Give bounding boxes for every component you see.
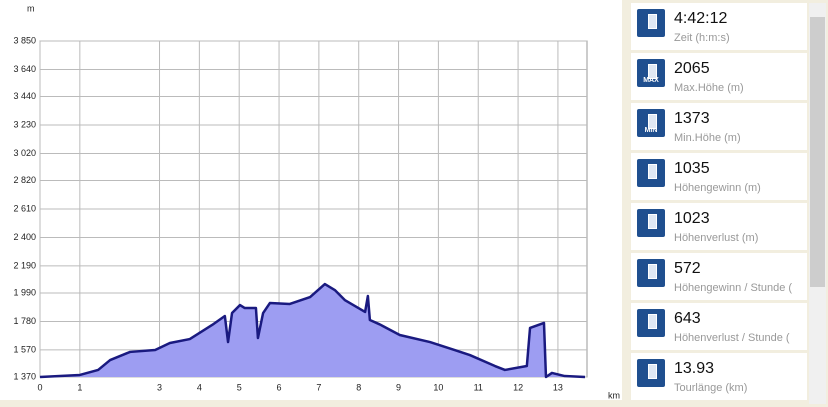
stat-value: 643 bbox=[674, 310, 701, 327]
x-tick-label: 0 bbox=[37, 382, 42, 392]
y-tick-label: 3 230 bbox=[13, 119, 36, 129]
stat-value: 4:42:12 bbox=[674, 10, 728, 27]
stat-icon bbox=[637, 209, 665, 237]
stat-label: Höhengewinn / Stunde ( bbox=[674, 282, 793, 294]
stat-item: 4:42:12 Zeit (h:m:s) bbox=[631, 3, 807, 50]
stat-value: 1023 bbox=[674, 210, 710, 227]
stat-label: Höhenverlust / Stunde ( bbox=[674, 332, 790, 344]
x-tick-label: 9 bbox=[396, 382, 401, 392]
x-tick-label: 10 bbox=[433, 382, 443, 392]
x-tick-label: 8 bbox=[356, 382, 361, 392]
y-tick-label: 2 190 bbox=[13, 260, 36, 270]
x-tick-label: 1 bbox=[77, 382, 82, 392]
stat-label: Höhengewinn (m) bbox=[674, 182, 761, 194]
stat-icon: MAX bbox=[637, 59, 665, 87]
stat-item: MAX 2065 Max.Höhe (m) bbox=[631, 53, 807, 100]
x-unit: km bbox=[608, 390, 620, 400]
x-tick-label: 13 bbox=[553, 382, 563, 392]
stat-label: Max.Höhe (m) bbox=[674, 82, 744, 94]
y-tick-label: 1 780 bbox=[13, 316, 36, 326]
stat-item: 1023 Höhenverlust (m) bbox=[631, 203, 807, 250]
stat-icon bbox=[637, 9, 665, 37]
stat-label: Tourlänge (km) bbox=[674, 382, 748, 394]
x-tick-label: 4 bbox=[197, 382, 202, 392]
stat-value: 1035 bbox=[674, 160, 710, 177]
y-tick-label: 2 610 bbox=[13, 203, 36, 213]
stat-item: 13.93 Tourlänge (km) bbox=[631, 353, 807, 400]
elevation-line bbox=[39, 282, 586, 379]
y-tick-label: 3 640 bbox=[13, 64, 36, 74]
y-tick-label: 3 850 bbox=[13, 35, 36, 45]
stat-value: 2065 bbox=[674, 60, 710, 77]
stat-icon bbox=[637, 159, 665, 187]
y-tick-label: 1 990 bbox=[13, 287, 36, 297]
x-tick-label: 3 bbox=[157, 382, 162, 392]
stat-label: Min.Höhe (m) bbox=[674, 132, 741, 144]
y-tick-label: 1 570 bbox=[13, 344, 36, 354]
area-fill bbox=[40, 284, 586, 377]
stat-value: 1373 bbox=[674, 110, 710, 127]
stats-panel: 4:42:12 Zeit (h:m:s) MAX 2065 Max.Höhe (m) MI… bbox=[631, 3, 807, 403]
stat-item: 643 Höhenverlust / Stunde ( bbox=[631, 303, 807, 350]
stat-icon: MIN bbox=[637, 109, 665, 137]
y-tick-label: 3 440 bbox=[13, 91, 36, 101]
stat-item: MIN 1373 Min.Höhe (m) bbox=[631, 103, 807, 150]
stat-icon bbox=[637, 359, 665, 387]
y-tick-label: 2 820 bbox=[13, 175, 36, 185]
y-unit: m bbox=[27, 3, 35, 13]
stat-label: Höhenverlust (m) bbox=[674, 232, 759, 244]
stat-item: 1035 Höhengewinn (m) bbox=[631, 153, 807, 200]
stat-icon bbox=[637, 309, 665, 337]
scrollbar[interactable] bbox=[809, 3, 826, 404]
stat-value: 572 bbox=[674, 260, 701, 277]
y-tick-label: 1 370 bbox=[13, 371, 36, 381]
y-tick-label: 3 020 bbox=[13, 148, 36, 158]
stat-icon bbox=[637, 259, 665, 287]
stat-value: 13.93 bbox=[674, 360, 715, 377]
stat-label: Zeit (h:m:s) bbox=[674, 32, 730, 44]
stat-item: 572 Höhengewinn / Stunde ( bbox=[631, 253, 807, 300]
x-tick-label: 7 bbox=[316, 382, 321, 392]
x-tick-label: 12 bbox=[513, 382, 523, 392]
x-tick-label: 6 bbox=[277, 382, 282, 392]
x-tick-label: 5 bbox=[237, 382, 242, 392]
scroll-thumb[interactable] bbox=[810, 17, 825, 287]
x-tick-label: 11 bbox=[474, 382, 483, 392]
y-tick-label: 2 400 bbox=[13, 232, 36, 242]
